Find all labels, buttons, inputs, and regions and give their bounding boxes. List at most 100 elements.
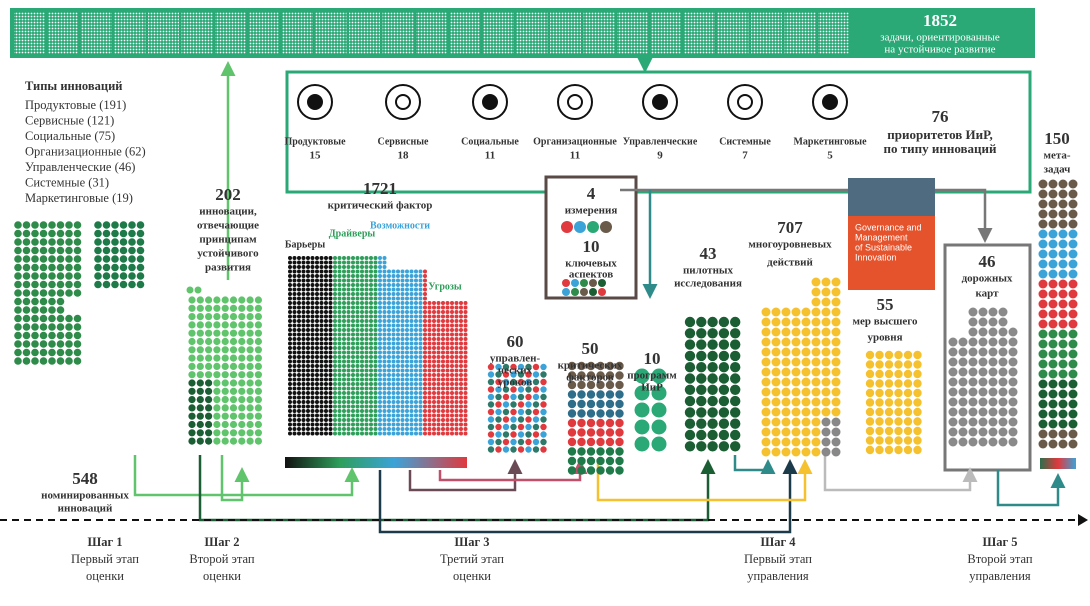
dot <box>320 319 324 323</box>
dot <box>255 413 262 420</box>
dot <box>365 409 369 413</box>
dot <box>103 264 111 272</box>
dot <box>802 378 811 387</box>
dot <box>320 391 324 395</box>
dot <box>792 338 801 347</box>
label: 11 <box>485 150 495 162</box>
dot <box>333 400 337 404</box>
icon-glyph <box>823 95 837 109</box>
dot <box>1049 210 1058 219</box>
dot <box>378 333 382 337</box>
dot <box>495 394 501 400</box>
dot <box>428 396 432 400</box>
dot <box>1049 420 1058 429</box>
dot <box>568 419 576 427</box>
dot <box>432 310 436 314</box>
dot <box>315 283 319 287</box>
dot <box>455 306 459 310</box>
dot <box>324 409 328 413</box>
dot <box>342 310 346 314</box>
dot <box>719 407 729 417</box>
dot <box>302 301 306 305</box>
dot <box>428 351 432 355</box>
dot <box>128 272 136 280</box>
dot <box>423 301 427 305</box>
dot <box>57 281 65 289</box>
dot <box>238 363 245 370</box>
dot <box>423 391 427 395</box>
dot <box>356 297 360 301</box>
dot <box>894 398 902 406</box>
dot <box>387 414 391 418</box>
dot <box>356 288 360 292</box>
dot <box>441 387 445 391</box>
dot <box>822 408 831 417</box>
dot <box>383 297 387 301</box>
dot <box>57 315 65 323</box>
dot <box>464 315 468 319</box>
dot <box>324 405 328 409</box>
dot <box>979 308 988 317</box>
dot <box>405 319 409 323</box>
dot <box>450 396 454 400</box>
dot <box>320 396 324 400</box>
dot <box>255 338 262 345</box>
dot <box>387 400 391 404</box>
dot <box>392 315 396 319</box>
dot <box>31 306 39 314</box>
task-block <box>215 12 246 54</box>
dot <box>293 333 297 337</box>
dot <box>518 401 524 407</box>
dot <box>410 418 414 422</box>
label: Governance and <box>855 222 922 232</box>
dot <box>311 427 315 431</box>
dot <box>302 265 306 269</box>
dot <box>437 382 441 386</box>
dot <box>360 400 364 404</box>
dot <box>885 398 893 406</box>
dot <box>464 342 468 346</box>
dot <box>378 324 382 328</box>
dot <box>405 301 409 305</box>
dot <box>455 310 459 314</box>
dot <box>31 230 39 238</box>
dot <box>383 306 387 310</box>
dot <box>329 333 333 337</box>
dot <box>441 364 445 368</box>
dot <box>302 279 306 283</box>
dot <box>288 355 292 359</box>
dot <box>1039 380 1048 389</box>
dot <box>302 351 306 355</box>
dot <box>410 378 414 382</box>
dot <box>247 338 254 345</box>
dot <box>31 264 39 272</box>
dot <box>342 351 346 355</box>
dot <box>525 439 531 445</box>
dot <box>356 414 360 418</box>
dot <box>188 404 195 411</box>
dot <box>369 360 373 364</box>
dot <box>324 270 328 274</box>
label: оценки <box>453 569 491 583</box>
dot <box>441 418 445 422</box>
dot <box>441 373 445 377</box>
dot <box>333 360 337 364</box>
dot <box>1049 290 1058 299</box>
dot <box>40 340 48 348</box>
dot <box>782 418 791 427</box>
dot <box>255 296 262 303</box>
dot <box>989 328 998 337</box>
label: Шаг 2 <box>204 535 239 549</box>
dot <box>396 351 400 355</box>
dot <box>707 328 717 338</box>
dot <box>1039 420 1048 429</box>
dot <box>324 337 328 341</box>
dot <box>428 405 432 409</box>
dot <box>342 261 346 265</box>
dot <box>450 423 454 427</box>
dot <box>1059 310 1068 319</box>
dot <box>188 363 195 370</box>
dot <box>762 358 771 367</box>
dot <box>356 346 360 350</box>
dot <box>437 423 441 427</box>
